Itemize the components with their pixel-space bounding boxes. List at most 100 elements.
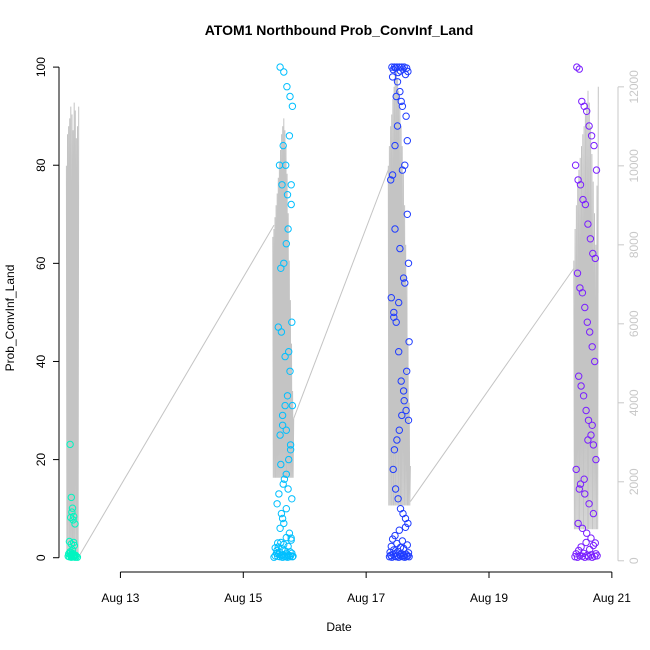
data-point: [583, 107, 591, 116]
data-point: [67, 549, 75, 557]
data-point: [577, 543, 585, 551]
altitude-connector: [409, 268, 575, 502]
data-point: [69, 516, 77, 524]
altitude-segment: [387, 67, 411, 506]
data-point: [276, 431, 284, 439]
data-point: [286, 92, 294, 101]
data-point: [592, 166, 601, 174]
y2-tick-label: 10000: [627, 149, 641, 183]
data-point: [393, 122, 402, 130]
data-point: [397, 97, 405, 106]
data-point: [389, 465, 397, 474]
data-point: [403, 210, 411, 219]
data-point: [67, 493, 76, 502]
data-point: [403, 64, 411, 72]
data-point: [281, 352, 289, 361]
data-point: [66, 440, 74, 449]
data-point: [280, 519, 288, 528]
data-point: [392, 92, 400, 101]
altitude-segment: [573, 86, 599, 530]
data-point: [585, 500, 593, 508]
data-point: [584, 220, 592, 228]
x-tick-label: Aug 15: [224, 591, 262, 605]
data-point: [584, 436, 592, 444]
data-point: [586, 235, 595, 243]
data-point: [68, 504, 77, 512]
data-point: [575, 372, 583, 380]
data-point: [405, 553, 413, 561]
data-point: [390, 446, 399, 454]
data-point: [398, 537, 407, 545]
data-point: [278, 421, 287, 429]
data-point: [395, 348, 403, 356]
data-point: [396, 244, 404, 253]
series-group: [385, 63, 413, 561]
data-point: [591, 357, 599, 366]
data-point: [592, 455, 600, 464]
data-point: [288, 318, 296, 326]
data-point: [70, 538, 78, 547]
x-axis: Aug 13 Aug 15 Aug 17 Aug 19 Aug 21: [101, 571, 631, 605]
data-point: [579, 392, 588, 400]
data-point: [283, 83, 291, 91]
x-axis-label: Date: [326, 620, 352, 634]
data-point: [277, 328, 286, 336]
altitude-connector: [78, 224, 275, 558]
altitude-segment: [272, 118, 295, 478]
data-point: [398, 63, 406, 71]
data-point: [590, 141, 598, 150]
data-point: [591, 254, 599, 263]
data-point: [399, 387, 408, 395]
data-point: [280, 68, 288, 76]
data-point: [68, 508, 76, 516]
data-point: [579, 549, 588, 557]
data-point: [281, 401, 289, 410]
data-point: [587, 132, 596, 140]
data-point: [587, 534, 595, 542]
data-point: [275, 161, 284, 169]
data-point: [395, 298, 403, 307]
data-point: [571, 161, 580, 169]
data-point: [387, 294, 395, 302]
x-tick-label: Aug 21: [593, 591, 631, 605]
data-point: [572, 465, 580, 474]
data-point: [403, 367, 411, 375]
data-point: [288, 401, 297, 410]
data-point: [578, 524, 587, 532]
data-point: [583, 318, 591, 326]
data-point: [289, 552, 297, 560]
data-point: [402, 112, 410, 120]
data-point: [278, 411, 287, 420]
data-point: [404, 519, 412, 528]
data-point: [67, 513, 75, 522]
data-point: [401, 279, 409, 287]
data-point: [279, 141, 287, 150]
data-point: [275, 490, 283, 498]
data-point: [404, 552, 412, 560]
y2-tick-label: 2000: [627, 468, 641, 495]
altitude-trace: [65, 67, 599, 558]
data-point: [395, 526, 403, 534]
data-point: [278, 514, 287, 523]
x-tick-label: Aug 17: [347, 591, 385, 605]
data-point: [404, 416, 413, 424]
y-tick-label: 0: [34, 554, 48, 561]
data-point: [283, 191, 292, 199]
data-point: [280, 475, 289, 483]
data-point: [273, 500, 281, 508]
data-point: [287, 181, 295, 189]
data-point: [584, 416, 593, 424]
data-point: [573, 269, 582, 277]
data-point: [586, 328, 594, 336]
data-point: [393, 78, 402, 86]
data-point: [393, 436, 401, 444]
data-point: [70, 551, 79, 559]
altitude-segment: [65, 102, 80, 555]
data-point: [581, 490, 589, 498]
data-point: [388, 171, 397, 179]
data-point: [70, 512, 78, 521]
data-point: [287, 536, 295, 544]
data-point: [574, 519, 582, 528]
data-point: [285, 348, 293, 356]
data-points: [64, 63, 601, 561]
